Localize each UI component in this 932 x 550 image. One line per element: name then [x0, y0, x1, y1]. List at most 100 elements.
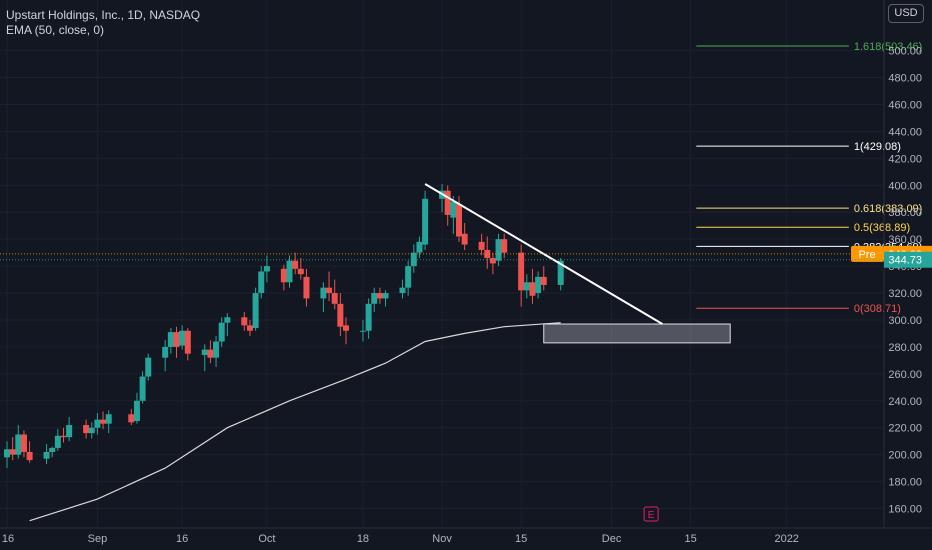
candle-down [484, 236, 491, 269]
candle-body [162, 346, 169, 358]
candle-body [241, 317, 248, 326]
candle-down [326, 271, 333, 302]
candle-up [105, 410, 112, 434]
candle-up [416, 236, 423, 259]
candle-body [489, 258, 496, 264]
candle-up [162, 340, 169, 372]
candle-body [246, 325, 253, 331]
ema-layer [29, 322, 561, 522]
candle-body [456, 204, 462, 237]
price-tick-label: 160.00 [888, 504, 922, 516]
time-tick-label: 2022 [774, 533, 798, 545]
candle-body [133, 400, 140, 421]
price-tick-label: 460.00 [888, 99, 922, 111]
fib-level-label: 0(308.71) [854, 303, 901, 315]
candle-body [399, 287, 406, 294]
candle-down [60, 427, 67, 443]
candle-down [297, 258, 304, 280]
candle-body [139, 376, 146, 401]
time-tick-label: 16 [176, 533, 188, 545]
candle-body [297, 268, 304, 275]
candle-down [376, 287, 383, 304]
price-labels-layer: Pre349.09344.73 [0, 245, 932, 268]
candle-body [540, 276, 547, 285]
candle-down [173, 326, 180, 358]
candle-down [501, 233, 508, 259]
candle-body [450, 201, 457, 218]
candle-body [484, 249, 491, 259]
candle-up [4, 441, 10, 469]
candle-up [286, 255, 293, 288]
earnings-event-marker [643, 506, 659, 522]
candle-up [201, 344, 208, 372]
pre-market-tag: Pre [858, 249, 875, 261]
candle-down [337, 293, 344, 337]
fib-level-label: 0.618(383.09) [854, 203, 923, 215]
candle-body [167, 332, 174, 347]
candle-body [280, 268, 287, 283]
candle-body [343, 325, 349, 331]
candle-body [83, 425, 90, 434]
candle-down [331, 279, 338, 310]
candle-body [213, 341, 220, 358]
candle-up [495, 233, 502, 267]
candle-down [518, 244, 525, 307]
candle-up [405, 260, 412, 296]
price-tick-label: 420.00 [888, 153, 922, 165]
candle-body [54, 435, 61, 448]
candle-body [145, 357, 152, 377]
candle-body [100, 419, 107, 424]
time-tick-label: Dec [602, 533, 622, 545]
candle-up [167, 328, 174, 354]
candle-body [43, 451, 50, 459]
pre-market-tag-bg [851, 245, 884, 262]
candle-body [218, 322, 225, 342]
candle-body [359, 330, 366, 332]
candle-body [523, 282, 530, 291]
candle-down [207, 340, 214, 364]
currency-badge[interactable]: USD [888, 4, 924, 23]
candle-body [518, 252, 525, 291]
price-tick-label: 400.00 [888, 180, 922, 192]
candle-body [263, 266, 270, 272]
candle-body [337, 303, 344, 327]
candle-body [326, 287, 333, 294]
candle-body [371, 293, 378, 304]
candle-body [49, 447, 56, 452]
indicator-legend[interactable]: EMA (50, close, 0) [6, 23, 105, 37]
fib-level-label: 1(429.08) [854, 141, 901, 153]
price-tick-label: 500.00 [888, 46, 922, 58]
candle-down [128, 408, 135, 426]
price-tick-label: 200.00 [888, 450, 922, 462]
candle-body [501, 239, 508, 253]
time-tick-label: 18 [357, 533, 369, 545]
candle-body [258, 271, 265, 294]
time-axis: 16 Sep 16 Oct 18 Nov 15 Dec 15 2022 [0, 527, 932, 545]
candle-up [365, 298, 372, 339]
candle-up [94, 412, 101, 435]
candle-body [382, 293, 389, 299]
candle-body [405, 266, 412, 288]
price-tick-label: 360.00 [888, 234, 922, 246]
ema-line [29, 322, 561, 522]
price-axis: 160.00 180.00 200.00 220.00 240.00 260.00 280.… [883, 0, 922, 528]
time-tick-label: 16 [2, 533, 14, 545]
candle-body [252, 293, 259, 329]
candle-down [303, 268, 310, 307]
earnings-event-label: E [648, 510, 655, 521]
price-tick-label: 480.00 [888, 73, 922, 85]
support-zone-box [543, 323, 731, 344]
candle-down [292, 252, 299, 275]
grid-lines [0, 0, 884, 528]
candle-up [49, 446, 56, 458]
price-tick-label: 260.00 [888, 369, 922, 381]
candle-up [133, 392, 140, 424]
price-tick-label: 240.00 [888, 396, 922, 408]
symbol-title[interactable]: Upstart Holdings, Inc., 1D, NASDAQ [6, 8, 201, 22]
candle-down [83, 419, 90, 439]
candle-body [286, 260, 293, 283]
fib-level-label: 0.5(368.89) [854, 222, 910, 234]
fib-level-label: 1.618(503.46) [854, 41, 923, 53]
candle-body [303, 276, 310, 299]
